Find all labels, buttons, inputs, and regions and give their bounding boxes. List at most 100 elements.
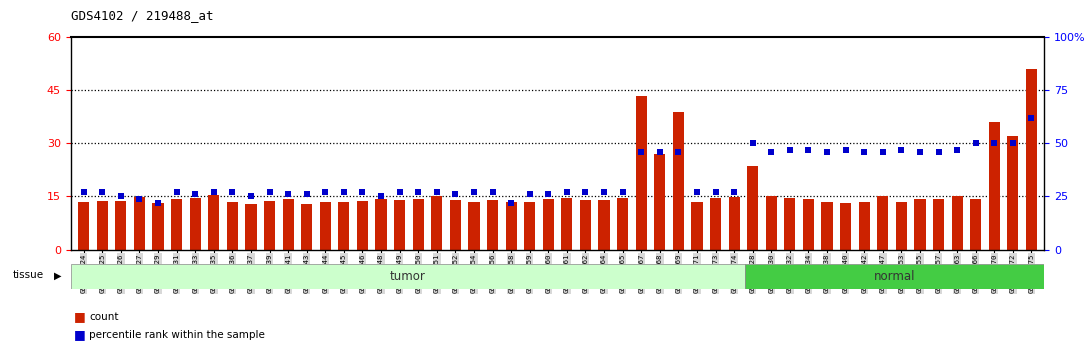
Bar [561, 198, 572, 250]
Point [800, 147, 817, 153]
Bar [152, 203, 163, 250]
Bar [246, 204, 257, 250]
Point [280, 192, 297, 197]
Bar [394, 200, 405, 250]
Bar [264, 201, 275, 250]
Point [540, 192, 557, 197]
Bar [895, 202, 907, 250]
Bar [449, 200, 461, 250]
Point [781, 147, 799, 153]
Bar [189, 198, 201, 250]
Bar [672, 112, 684, 250]
Bar [914, 199, 926, 250]
Point [391, 189, 408, 195]
Point [1004, 141, 1022, 146]
Bar [115, 201, 126, 250]
Bar [134, 197, 145, 250]
Point [726, 189, 743, 195]
Point [651, 149, 668, 155]
Bar [710, 198, 721, 250]
Point [558, 189, 576, 195]
Bar [970, 199, 981, 250]
Text: tumor: tumor [390, 270, 425, 283]
Point [372, 194, 390, 199]
Point [224, 189, 242, 195]
Bar [171, 199, 182, 250]
Point [484, 189, 502, 195]
Bar [412, 199, 424, 250]
Point [335, 189, 353, 195]
Bar [97, 201, 108, 250]
Text: ▶: ▶ [54, 270, 62, 280]
Bar [580, 200, 591, 250]
Bar [208, 195, 220, 250]
Bar [747, 166, 758, 250]
Bar [431, 196, 443, 250]
Point [131, 196, 148, 201]
Point [967, 141, 985, 146]
Bar [301, 204, 312, 250]
Point [317, 189, 334, 195]
Bar [487, 200, 498, 250]
Text: percentile rank within the sample: percentile rank within the sample [89, 330, 265, 339]
Point [428, 189, 445, 195]
Bar [226, 202, 238, 250]
Point [261, 189, 279, 195]
Bar [877, 196, 889, 250]
Bar [506, 202, 517, 250]
Bar [598, 200, 609, 250]
Bar [283, 199, 294, 250]
Bar [934, 199, 944, 250]
Bar [745, 264, 1044, 289]
Point [892, 147, 910, 153]
Bar [803, 199, 814, 250]
Point [149, 200, 166, 206]
Point [986, 141, 1003, 146]
Text: tissue: tissue [13, 270, 45, 280]
Point [112, 194, 129, 199]
Bar [357, 201, 368, 250]
Point [243, 194, 260, 199]
Point [707, 189, 725, 195]
Bar [1007, 136, 1018, 250]
Bar [71, 264, 745, 289]
Point [206, 189, 223, 195]
Point [912, 149, 929, 155]
Bar [729, 197, 740, 250]
Bar [858, 202, 869, 250]
Point [1023, 115, 1040, 121]
Bar [952, 196, 963, 250]
Bar [617, 198, 628, 250]
Point [521, 192, 539, 197]
Point [503, 200, 520, 206]
Bar [654, 154, 666, 250]
Bar [989, 122, 1000, 250]
Bar [524, 202, 535, 250]
Point [855, 149, 873, 155]
Point [354, 189, 371, 195]
Bar [320, 202, 331, 250]
Point [930, 149, 948, 155]
Bar [469, 202, 480, 250]
Text: ■: ■ [74, 328, 86, 341]
Bar [375, 199, 386, 250]
Bar [691, 202, 703, 250]
Point [837, 147, 854, 153]
Point [818, 149, 836, 155]
Point [614, 189, 631, 195]
Point [466, 189, 483, 195]
Text: ■: ■ [74, 310, 86, 323]
Point [689, 189, 706, 195]
Bar [543, 199, 554, 250]
Point [744, 141, 762, 146]
Bar [784, 198, 795, 250]
Point [949, 147, 966, 153]
Point [168, 189, 185, 195]
Point [670, 149, 688, 155]
Point [763, 149, 780, 155]
Point [75, 189, 92, 195]
Bar [635, 96, 646, 250]
Text: normal: normal [874, 270, 915, 283]
Point [409, 189, 426, 195]
Bar [821, 202, 832, 250]
